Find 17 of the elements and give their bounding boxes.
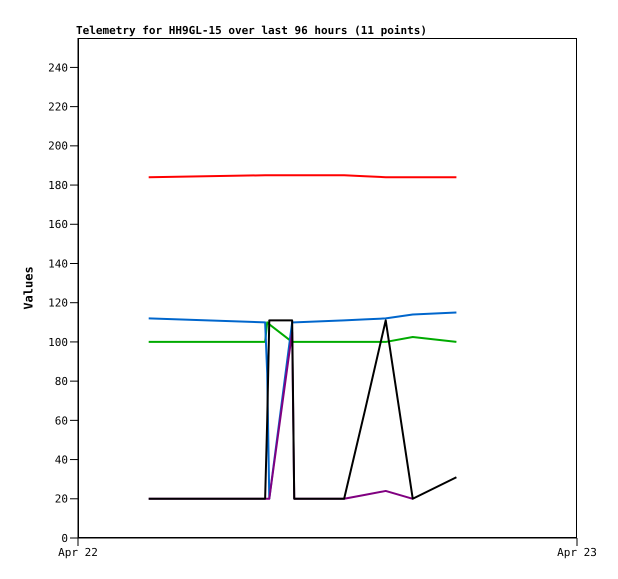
y-tick-label: 120 [48, 296, 68, 310]
y-tick-label: 220 [48, 100, 68, 114]
x-tick-label: Apr 22 [58, 546, 98, 559]
y-tick-label: 160 [48, 218, 68, 232]
y-tick-label: 60 [54, 414, 68, 428]
y-tick-label: 20 [54, 492, 68, 506]
y-tick-label: 180 [48, 178, 68, 192]
x-tick-label: Apr 23 [557, 546, 597, 559]
y-tick-label: 80 [54, 375, 68, 388]
y-tick-label: 100 [48, 336, 68, 349]
y-tick-label: 0 [61, 532, 68, 545]
y-tick-label: 140 [48, 257, 68, 270]
chart-title: Telemetry for HH9GL-15 over last 96 hours (11 points) [76, 24, 427, 37]
y-tick-label: 200 [48, 140, 68, 153]
y-tick-label: 40 [54, 453, 68, 466]
y-axis-title: Values [21, 266, 36, 310]
y-tick-label: 240 [48, 61, 68, 74]
